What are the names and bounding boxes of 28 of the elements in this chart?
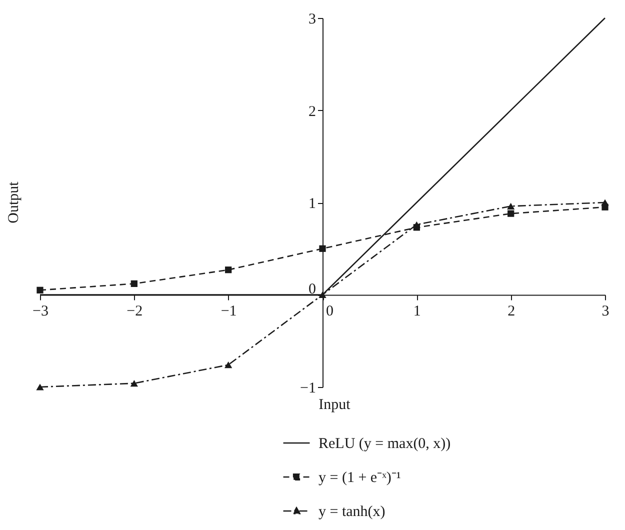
point [225, 266, 232, 274]
legend-label: ReLU (y = max(0, x)) [318, 436, 451, 452]
x-tick-label: −1 [220, 303, 237, 320]
x-axis-title: Input [318, 397, 352, 413]
legend-label: y = (1 + e⁻ˣ)⁻¹ [318, 470, 401, 486]
y-tick-label: 3 [308, 12, 316, 28]
point [412, 221, 420, 228]
y-tick-label: −1 [300, 380, 316, 396]
point [508, 210, 514, 217]
y-tick-label: 1 [308, 196, 316, 212]
x-tick-label: −2 [126, 303, 143, 320]
y-axis-title: Output [6, 180, 22, 224]
point [507, 202, 515, 210]
point [130, 280, 138, 287]
point [319, 245, 326, 252]
y-tick-label: 2 [308, 104, 316, 120]
point [36, 384, 44, 390]
point [36, 286, 44, 294]
y-tick-label: 0 [308, 281, 316, 298]
x-tick-label: 0 [326, 303, 334, 320]
x-tick-label: 1 [413, 303, 421, 320]
legend-label: y = tanh(x) [318, 504, 386, 520]
point [130, 380, 138, 387]
point [224, 362, 232, 368]
x-tick-label: −3 [32, 303, 48, 320]
x-tick-label: 3 [602, 303, 610, 320]
x-tick-label: 2 [508, 303, 516, 320]
point [601, 199, 609, 206]
